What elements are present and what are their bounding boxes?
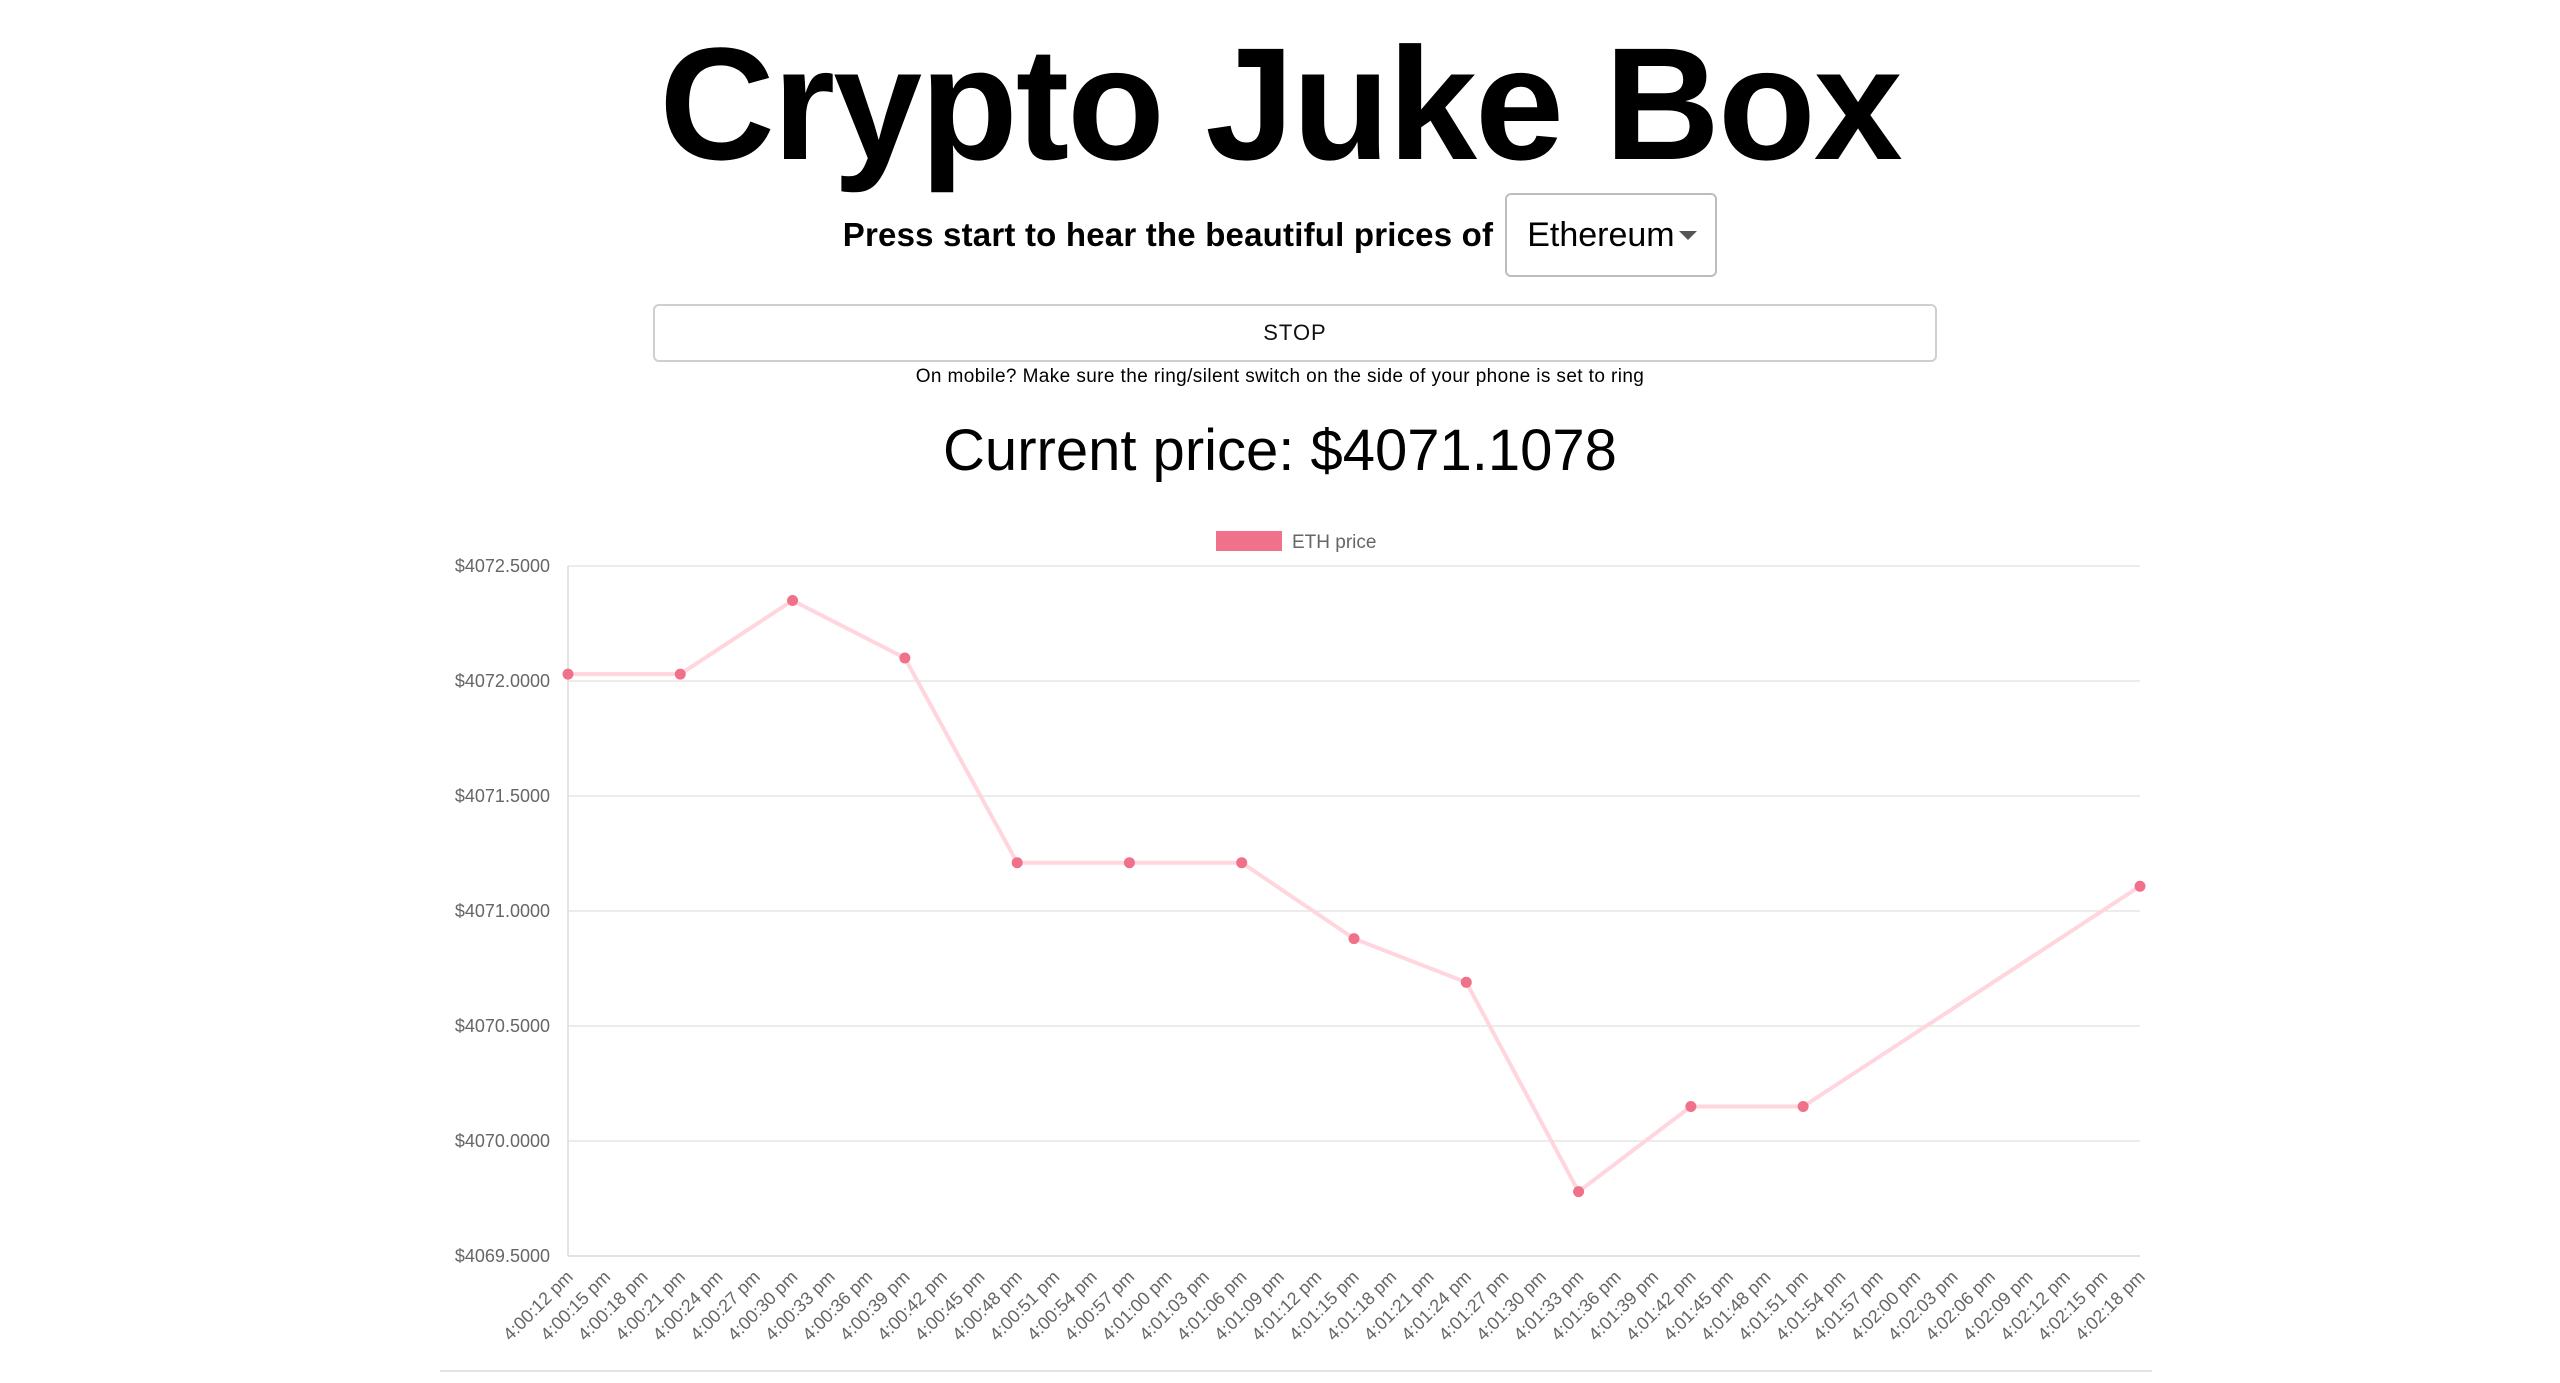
data-point xyxy=(1236,857,1248,869)
y-tick-label: $4071.0000 xyxy=(455,901,550,921)
footer-divider xyxy=(440,1370,2152,1372)
chevron-down-icon xyxy=(1679,231,1698,240)
data-point xyxy=(1348,933,1360,945)
data-point xyxy=(562,668,574,680)
data-point xyxy=(2134,880,2146,892)
current-price: Current price: $4071.1078 xyxy=(943,418,1617,483)
currency-select-value: Ethereum xyxy=(1527,215,1675,254)
data-point xyxy=(1123,857,1135,869)
stop-button[interactable]: STOP xyxy=(653,304,1937,362)
mobile-note: On mobile? Make sure the ring/silent swi… xyxy=(915,366,1645,387)
y-tick-label: $4070.5000 xyxy=(455,1016,550,1036)
eth-price-line xyxy=(568,598,2142,1195)
price-chart: ETH price $4072.5000 $4072.0000 $4071.5000 $… xyxy=(0,500,2560,1378)
legend-swatch xyxy=(1216,531,1282,551)
y-tick-label: $4070.0000 xyxy=(455,1131,550,1151)
y-tick-label: $4069.5000 xyxy=(455,1246,550,1266)
price-chart-svg: ETH price $4072.5000 $4072.0000 $4071.5000 $… xyxy=(455,531,2149,1345)
data-point xyxy=(1797,1101,1809,1112)
y-tick-label: $4072.0000 xyxy=(455,671,550,691)
legend-label: ETH price xyxy=(1292,532,1376,553)
data-point xyxy=(674,668,686,680)
currency-selector-row: Press start to hear the beautiful prices… xyxy=(0,193,2560,277)
page-title: Crypto Juke Box xyxy=(659,14,1902,193)
data-point xyxy=(899,652,911,664)
currency-select[interactable]: Ethereum xyxy=(1505,193,1718,277)
y-tick-label: $4072.5000 xyxy=(455,556,550,576)
prompt-text: Press start to hear the beautiful prices… xyxy=(842,216,1494,253)
data-point xyxy=(1573,1186,1585,1198)
data-point xyxy=(1011,857,1023,869)
y-tick-label: $4071.5000 xyxy=(455,786,550,806)
data-point xyxy=(1685,1101,1697,1112)
data-point xyxy=(787,595,799,606)
data-point xyxy=(1460,976,1472,988)
